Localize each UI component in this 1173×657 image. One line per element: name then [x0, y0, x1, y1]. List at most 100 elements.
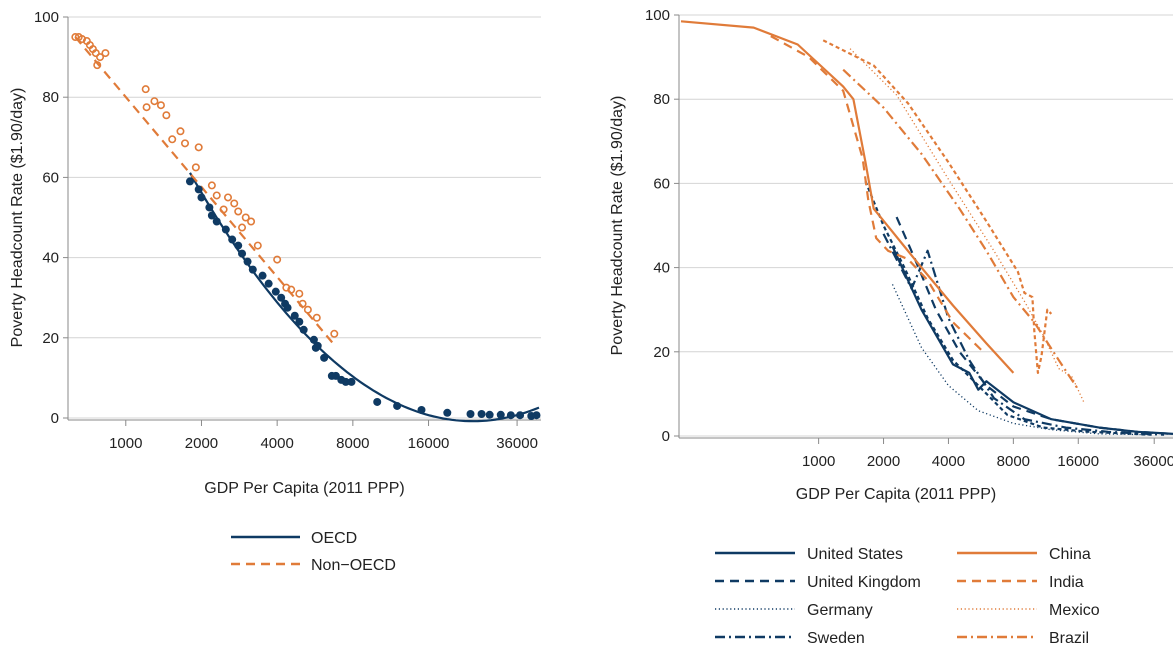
non-oecd-point — [230, 199, 239, 208]
x-axis-label: GDP Per Capita (2011 PPP) — [796, 486, 996, 503]
non-oecd-point — [212, 191, 221, 200]
non-oecd-point — [295, 289, 304, 298]
y-tick-label: 80 — [653, 91, 670, 108]
legend-label: India — [1049, 574, 1084, 591]
non-oecd-point — [176, 127, 185, 136]
non-oecd-point — [71, 33, 80, 42]
oecd-point — [466, 409, 475, 418]
oecd-point — [290, 311, 299, 320]
oecd-fit-line — [189, 172, 540, 423]
oecd-point — [347, 377, 356, 386]
x-tick-label: 16000 — [1057, 453, 1099, 470]
legend-label: Mexico — [1049, 602, 1100, 619]
oecd-point — [393, 401, 402, 410]
oecd-point — [207, 211, 216, 220]
oecd-point — [194, 185, 203, 194]
oecd-point — [443, 408, 452, 417]
oecd-point — [264, 279, 273, 288]
non-oecd-point — [303, 305, 312, 314]
x-tick-label: 2000 — [867, 453, 900, 470]
non-oecd-point — [194, 143, 203, 152]
oecd-point — [228, 235, 237, 244]
x-tick-label: 4000 — [260, 435, 293, 452]
non-oecd-point — [162, 111, 171, 120]
x-tick-label: 2000 — [185, 435, 218, 452]
oecd-point — [258, 271, 267, 280]
y-tick-label: 20 — [653, 344, 670, 361]
oecd-point — [185, 177, 194, 186]
oecd-point — [221, 225, 230, 234]
x-tick-label: 1000 — [109, 435, 142, 452]
y-tick-label: 80 — [42, 89, 59, 106]
oecd-point — [417, 405, 426, 414]
oecd-point — [341, 377, 350, 386]
non-oecd-point — [191, 163, 200, 172]
y-tick-label: 40 — [653, 260, 670, 277]
series-line-india — [770, 35, 984, 353]
series-line-south-africa — [822, 39, 1053, 374]
y-tick-label: 60 — [42, 169, 59, 186]
oecd-point — [506, 411, 515, 420]
x-axis-label: GDP Per Capita (2011 PPP) — [204, 480, 404, 497]
x-tick-label: 4000 — [932, 453, 965, 470]
oecd-point — [299, 325, 308, 334]
series-line-sweden — [882, 233, 1165, 436]
x-tick-label: 16000 — [408, 435, 450, 452]
y-tick-label: 40 — [42, 250, 59, 267]
series-line-mexico — [849, 48, 1085, 403]
legend-label: Germany — [807, 602, 873, 619]
oecd-point — [271, 287, 280, 296]
series-line-canada — [864, 180, 1152, 436]
series-line-united-states — [891, 246, 1173, 435]
non-oecd-point — [91, 49, 100, 58]
oecd-point — [295, 317, 304, 326]
non-oecd-point — [223, 193, 232, 202]
non-oecd-point — [141, 85, 150, 94]
non-oecd-point — [238, 223, 247, 232]
oecd-point — [277, 293, 286, 302]
non-oecd-point — [150, 97, 159, 106]
non-oecd-point — [330, 329, 339, 338]
oecd-point — [320, 353, 329, 362]
oecd-point — [313, 341, 322, 350]
x-tick-label: 36000 — [496, 435, 538, 452]
legend-label: Sweden — [807, 630, 865, 647]
non-oecd-point — [241, 213, 250, 222]
oecd-point — [205, 203, 214, 212]
series-line-united-kingdom — [895, 216, 1173, 435]
oecd-point — [212, 217, 221, 226]
non-oecd-point — [219, 205, 228, 214]
non-oecd-point — [181, 139, 190, 148]
y-tick-label: 0 — [662, 428, 670, 445]
legend-label: China — [1049, 546, 1091, 563]
non-oecd-point — [287, 285, 296, 294]
non-oecd-point — [207, 181, 216, 190]
oecd-point — [283, 303, 292, 312]
oecd-point — [477, 409, 486, 418]
non-oecd-point — [253, 241, 262, 250]
non-oecd-point — [156, 101, 165, 110]
non-oecd-point — [247, 217, 256, 226]
x-tick-label: 8000 — [336, 435, 369, 452]
y-tick-label: 0 — [51, 410, 59, 427]
oecd-point — [248, 265, 257, 274]
non-oecd-point — [298, 299, 307, 308]
legend-label: Brazil — [1049, 630, 1089, 647]
y-tick-label: 100 — [645, 7, 670, 24]
oecd-point — [309, 335, 318, 344]
non-oecd-point — [273, 255, 282, 264]
oecd-point — [243, 257, 252, 266]
non-oecd-point — [234, 207, 243, 216]
non-oecd-point — [168, 135, 177, 144]
x-tick-label: 1000 — [802, 453, 835, 470]
legend-label: United Kingdom — [807, 574, 921, 591]
y-tick-label: 60 — [653, 175, 670, 192]
oecd-point — [197, 193, 206, 202]
y-axis-label: Poverty Headcount Rate ($1.90/day) — [609, 96, 626, 356]
x-tick-label: 8000 — [997, 453, 1030, 470]
oecd-point — [516, 411, 525, 420]
oecd-point — [373, 397, 382, 406]
non-oecd-point — [142, 103, 151, 112]
